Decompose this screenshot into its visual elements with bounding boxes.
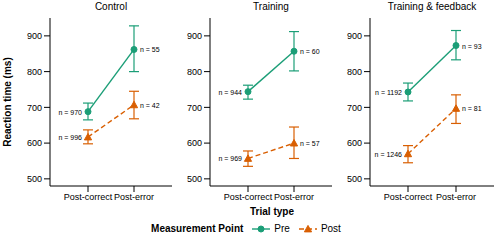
svg-text:Reaction time (ms): Reaction time (ms) — [8, 57, 13, 146]
svg-text:Post-error: Post-error — [436, 192, 476, 202]
html-text:Training: Training — [253, 1, 289, 12]
svg-text:n = 944: n = 944 — [218, 89, 242, 96]
html-text:Post: Post — [320, 223, 341, 234]
svg-text:n = 969: n = 969 — [218, 155, 242, 162]
svg-text:500: 500 — [187, 174, 202, 184]
svg-text:n = 970: n = 970 — [58, 109, 82, 116]
svg-text:500: 500 — [347, 174, 362, 184]
html-text:Trial type: Trial type — [250, 206, 294, 217]
svg-text:700: 700 — [347, 103, 362, 113]
svg-text:900: 900 — [187, 31, 202, 41]
svg-text:Post-error: Post-error — [274, 192, 314, 202]
svg-text:n = 996: n = 996 — [58, 134, 82, 141]
html-text:Control: Control — [94, 1, 128, 12]
svg-text:Post-correct: Post-correct — [64, 192, 113, 202]
svg-text:n = 55: n = 55 — [140, 46, 160, 53]
svg-text:600: 600 — [347, 138, 362, 148]
svg-text:700: 700 — [187, 103, 202, 113]
svg-text:n = 81: n = 81 — [462, 105, 482, 112]
html-text:Training & feedback: Training & feedback — [387, 1, 477, 12]
svg-text:Post-correct: Post-correct — [224, 192, 273, 202]
svg-text:n = 42: n = 42 — [140, 102, 160, 109]
svg-text:900: 900 — [27, 31, 42, 41]
svg-text:600: 600 — [187, 138, 202, 148]
svg-text:n = 57: n = 57 — [300, 140, 320, 147]
svg-text:n = 1246: n = 1246 — [375, 151, 403, 158]
html-text:Measurement Point: Measurement Point — [151, 223, 244, 234]
svg-text:800: 800 — [27, 67, 42, 77]
svg-text:Post-error: Post-error — [114, 192, 154, 202]
svg-text:500: 500 — [27, 174, 42, 184]
svg-text:n = 60: n = 60 — [300, 48, 320, 55]
svg-text:n = 1192: n = 1192 — [375, 89, 402, 96]
svg-text:700: 700 — [27, 103, 42, 113]
svg-text:600: 600 — [27, 138, 42, 148]
html-text:Pre: Pre — [274, 223, 290, 234]
svg-text:800: 800 — [347, 67, 362, 77]
svg-text:Post-correct: Post-correct — [384, 192, 433, 202]
svg-text:n = 93: n = 93 — [462, 43, 482, 50]
svg-text:800: 800 — [187, 67, 202, 77]
svg-text:900: 900 — [347, 31, 362, 41]
